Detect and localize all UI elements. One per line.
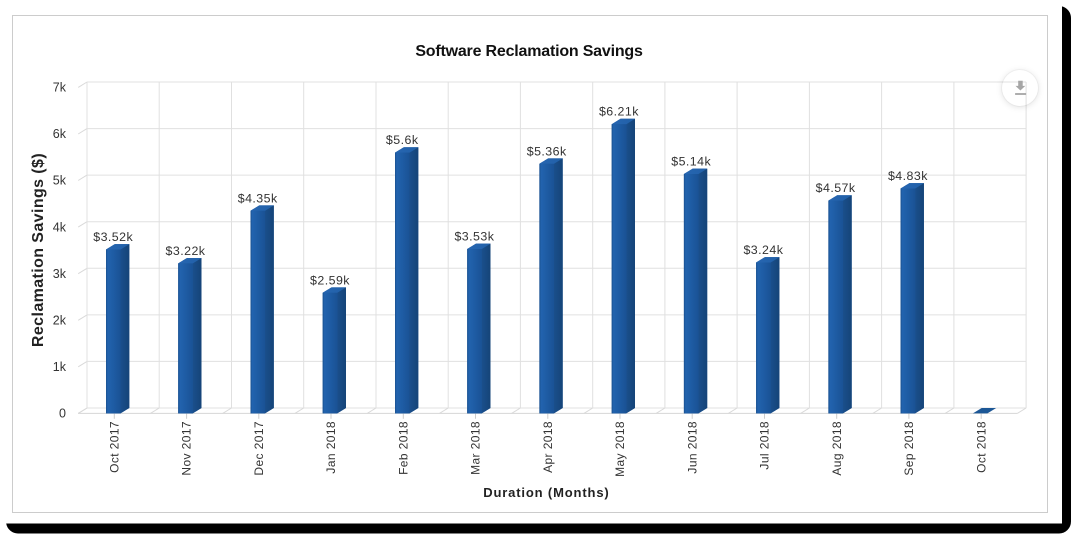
svg-text:1k: 1k — [53, 360, 67, 374]
svg-text:5k: 5k — [53, 174, 67, 188]
svg-text:Reclamation Savings ($): Reclamation Savings ($) — [30, 153, 47, 347]
svg-text:$4.83k: $4.83k — [888, 169, 928, 183]
svg-text:Mar 2018: Mar 2018 — [469, 421, 483, 475]
svg-text:Feb 2018: Feb 2018 — [396, 421, 410, 475]
svg-text:0: 0 — [59, 407, 66, 421]
svg-text:2k: 2k — [53, 314, 67, 328]
svg-text:Duration (Months): Duration (Months) — [483, 485, 609, 500]
svg-text:$2.59k: $2.59k — [310, 273, 350, 287]
svg-text:$3.52k: $3.52k — [93, 230, 133, 244]
svg-text:Software Reclamation Savings: Software Reclamation Savings — [415, 43, 643, 60]
svg-text:$5.14k: $5.14k — [671, 155, 711, 169]
svg-text:Dec 2017: Dec 2017 — [252, 421, 266, 476]
svg-text:Jan 2018: Jan 2018 — [324, 421, 338, 474]
svg-text:May 2018: May 2018 — [613, 421, 627, 477]
svg-text:$4.57k: $4.57k — [816, 181, 856, 195]
svg-text:7k: 7k — [53, 81, 67, 95]
svg-text:$3.53k: $3.53k — [454, 230, 494, 244]
svg-text:Aug 2018: Aug 2018 — [830, 421, 844, 476]
svg-text:3k: 3k — [53, 267, 67, 281]
svg-text:Sep 2018: Sep 2018 — [902, 421, 916, 476]
svg-text:$5.36k: $5.36k — [527, 144, 567, 158]
svg-text:$3.24k: $3.24k — [743, 243, 783, 257]
svg-text:$5.6k: $5.6k — [386, 133, 419, 147]
svg-text:$4.35k: $4.35k — [238, 191, 278, 205]
svg-text:Apr 2018: Apr 2018 — [541, 421, 555, 473]
svg-text:6k: 6k — [53, 127, 67, 141]
svg-text:Jul 2018: Jul 2018 — [758, 421, 772, 470]
svg-text:Oct 2018: Oct 2018 — [974, 421, 988, 473]
svg-text:Nov 2017: Nov 2017 — [180, 421, 194, 476]
svg-text:Oct 2017: Oct 2017 — [107, 421, 121, 473]
svg-text:Jun 2018: Jun 2018 — [685, 421, 699, 474]
svg-text:$3.22k: $3.22k — [166, 244, 206, 258]
svg-text:4k: 4k — [53, 220, 67, 234]
svg-text:$6.21k: $6.21k — [599, 105, 639, 119]
